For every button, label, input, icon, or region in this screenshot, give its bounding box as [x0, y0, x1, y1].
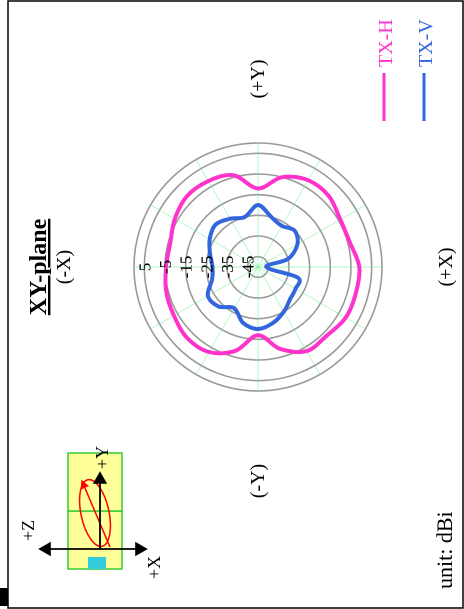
dir-label-minus-x: (-X) [53, 250, 75, 284]
inset-label-x: +X [144, 556, 164, 579]
radial-ticks: 5 -5 -15 -25 -35 -45 [135, 256, 257, 279]
inset-label-z: +Z [18, 520, 38, 541]
series-group [163, 172, 362, 356]
grid-spoke [195, 159, 259, 268]
plot-border [7, 0, 464, 609]
unit-label: unit: dBi [432, 511, 457, 589]
corner-marker [0, 588, 8, 606]
grid-spoke [150, 204, 259, 268]
radial-tick-label: -35 [218, 256, 237, 279]
inset-label-y: +Y [92, 446, 112, 469]
radial-tick-label: -25 [197, 256, 216, 279]
radial-tick-label: -5 [156, 260, 175, 274]
grid-spoke [195, 266, 259, 375]
dir-label-plus-x: (+X) [435, 247, 457, 286]
legend: TX-H TX-V [375, 19, 437, 121]
legend-label-tx-h: TX-H [375, 19, 397, 67]
chart-title: XY-plane [26, 218, 52, 315]
radial-tick-label: 5 [135, 263, 154, 272]
radial-tick-label: -45 [239, 256, 258, 279]
series-line-tx-h [163, 172, 362, 356]
dir-label-plus-y: (+Y) [247, 59, 269, 98]
polar-grid [133, 142, 383, 392]
series-line-tx-v [205, 203, 302, 331]
grid-spoke [150, 266, 259, 330]
inset-pad [88, 557, 106, 569]
grid-spoke [257, 204, 366, 268]
orientation-inset: +Z +Y +X [18, 446, 164, 579]
dir-label-minus-y: (-Y) [247, 464, 269, 498]
grid-spoke [257, 266, 321, 375]
grid-spoke [257, 266, 366, 330]
inset-current-arrow [80, 479, 111, 548]
radial-tick-label: -15 [177, 256, 196, 279]
legend-label-tx-v: TX-V [415, 19, 437, 67]
grid-spoke [257, 159, 321, 268]
